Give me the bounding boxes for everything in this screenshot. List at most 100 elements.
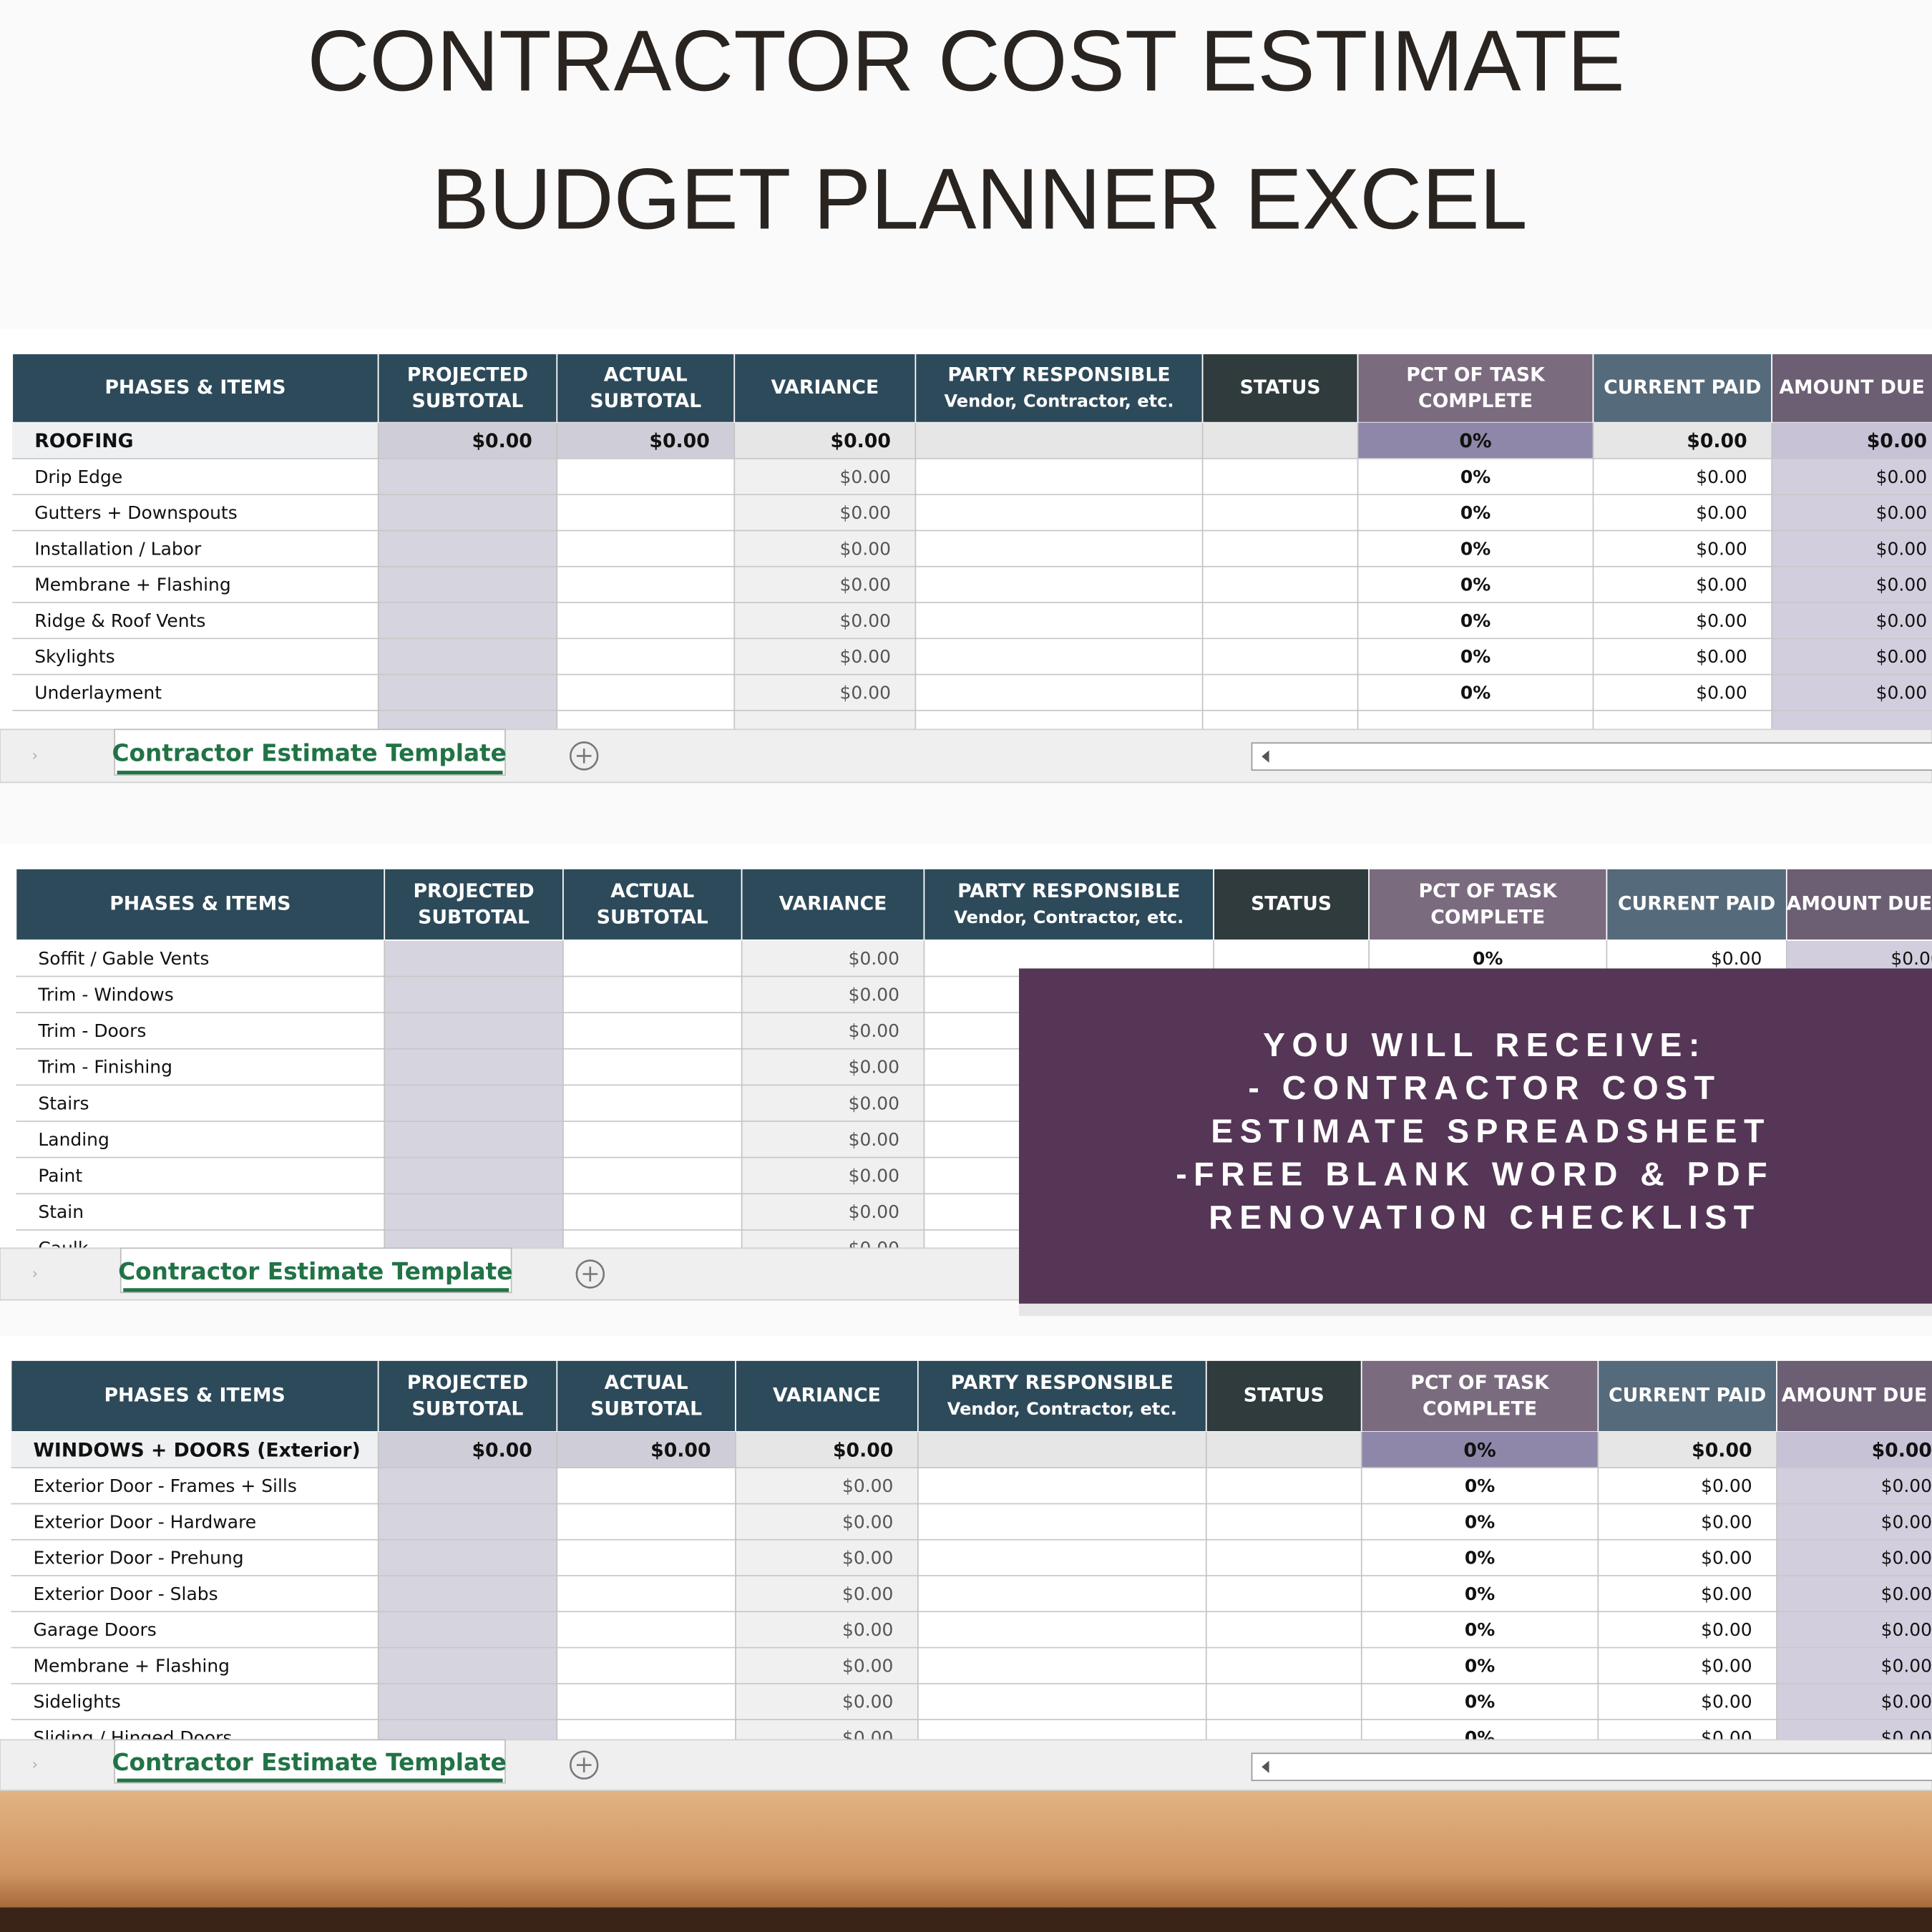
cell-variance: $0.00 (840, 538, 891, 559)
cell-due: $0.00 (1876, 467, 1927, 487)
header-cell (741, 868, 925, 941)
cell-due: $0.00 (1881, 1655, 1932, 1676)
cell-variance: $0.00 (840, 646, 891, 667)
section-label-cell (11, 1431, 379, 1468)
cell-item: Membrane + Flashing (33, 1655, 230, 1676)
cell-item: Membrane + Flashing (34, 575, 231, 595)
cell-item: WINDOWS + DOORS (Exterior) (33, 1439, 360, 1461)
wood-table (0, 1790, 1932, 1908)
cell-due: $0.00 (1872, 1439, 1932, 1461)
cell-pct: 0% (1460, 538, 1491, 559)
header-label: STATUS (1240, 376, 1321, 399)
title: CONTRACTOR COST ESTIMATE (307, 13, 1624, 109)
header-cell (733, 353, 917, 424)
cell-actual: $0.00 (649, 430, 709, 452)
header-label: SUBTOTAL (590, 1397, 702, 1420)
cell-variance: $0.00 (849, 1057, 899, 1078)
cell-due: $0.00 (1876, 502, 1927, 523)
header-label: COMPLETE (1430, 906, 1545, 928)
tab-arrow: › (32, 1756, 38, 1773)
cell-pct: 0% (1465, 1475, 1495, 1496)
header-label: SUBTOTAL (418, 906, 530, 928)
section-label-cell (12, 422, 379, 459)
column-fill (378, 422, 557, 730)
cell-pct: 0% (1460, 682, 1491, 703)
header-cell (1357, 353, 1594, 424)
cell-pct: 0% (1473, 948, 1503, 969)
cell-variance: $0.00 (831, 430, 891, 452)
banner-shadow (1019, 1303, 1932, 1317)
cell-variance: $0.00 (842, 1692, 893, 1712)
add-sheet[interactable] (569, 1750, 599, 1780)
header-label: CURRENT PAID (1604, 376, 1761, 399)
cell-item: Garage Doors (33, 1619, 156, 1640)
header-cell (1597, 1360, 1777, 1433)
cell-item: Caulk (38, 1238, 88, 1259)
cell-item: Stairs (38, 1093, 89, 1113)
column-fill (1772, 422, 1932, 730)
sheet-tab-label[interactable]: Contractor Estimate Template (112, 740, 507, 767)
cell-pct: 0% (1460, 646, 1491, 667)
cell-pct: 0% (1465, 1619, 1495, 1640)
cell-variance: $0.00 (840, 467, 891, 487)
add-sheet-plus (576, 748, 592, 763)
cell-due: $0.00 (1881, 1475, 1932, 1496)
cell-variance: $0.00 (842, 1655, 893, 1676)
cell-item: Skylights (34, 646, 114, 667)
section-due (1772, 422, 1932, 459)
add-sheet[interactable] (575, 1259, 605, 1289)
header-cell (917, 1360, 1207, 1433)
header-label: PCT OF TASK (1410, 1372, 1550, 1394)
header-label: ACTUAL (610, 880, 694, 902)
cell-paid: $0.00 (1701, 1584, 1752, 1604)
column-fill (1202, 422, 1358, 730)
section-pct (1357, 422, 1594, 459)
header-label: VARIANCE (779, 892, 887, 914)
banner-box (1019, 968, 1932, 1304)
header-cell (914, 353, 1204, 424)
add-sheet-plus (576, 1757, 592, 1773)
cell-due: $0.00 (1876, 646, 1927, 667)
cell-pct: 0% (1465, 1692, 1495, 1712)
sheet-tab-label[interactable]: Contractor Estimate Template (118, 1258, 512, 1285)
header-cell (735, 1360, 919, 1433)
cell-pct: 0% (1465, 1548, 1495, 1568)
header-label: ACTUAL (604, 364, 688, 386)
cell-due: $0.00 (1876, 538, 1927, 559)
cell-pct: 0% (1460, 467, 1491, 487)
add-sheet[interactable] (569, 741, 599, 771)
column-fill (915, 422, 1203, 730)
cell-pct: 0% (1460, 502, 1491, 523)
column-fill (557, 1431, 736, 1740)
scroll-left (1262, 750, 1269, 763)
cell-item: ROOFING (34, 430, 133, 452)
sheet-tab-label[interactable]: Contractor Estimate Template (112, 1749, 507, 1776)
banner: YOU WILL RECEIVE: - CONTRACTOR COST ESTIMA… (1019, 968, 1932, 1317)
cell-paid: $0.00 (1701, 1727, 1752, 1748)
table-edge (0, 1907, 1932, 1932)
cell-variance: $0.00 (842, 1619, 893, 1640)
cell-paid: $0.00 (1701, 1475, 1752, 1496)
header-label: Vendor, Contractor, etc. (954, 907, 1184, 927)
sheet-tab (114, 728, 506, 776)
header-cell (556, 1360, 736, 1433)
cell-pct: 0% (1465, 1584, 1495, 1604)
header-label: SUBTOTAL (590, 390, 701, 412)
scrollbar[interactable] (1251, 742, 1932, 771)
cell-item: Trim - Windows (37, 984, 173, 1005)
cell-paid: $0.00 (1701, 1511, 1752, 1532)
banner-line: RENOVATION CHECKLIST (1209, 1199, 1760, 1236)
scrollbar[interactable] (1251, 1752, 1932, 1782)
cell-actual: $0.00 (650, 1439, 711, 1461)
header-cell (1606, 868, 1787, 941)
header-cell (15, 868, 386, 941)
cell-variance: $0.00 (849, 1201, 899, 1222)
cell-due: $0.00 (1881, 1692, 1932, 1712)
scroll-left (1262, 1760, 1269, 1773)
cell-item: Trim - Finishing (37, 1057, 172, 1078)
cell-pct: 0% (1465, 1727, 1495, 1748)
header-label: AMOUNT DUE (1782, 1384, 1927, 1406)
header-cell (1205, 1360, 1362, 1433)
cell-variance: $0.00 (849, 1129, 899, 1150)
